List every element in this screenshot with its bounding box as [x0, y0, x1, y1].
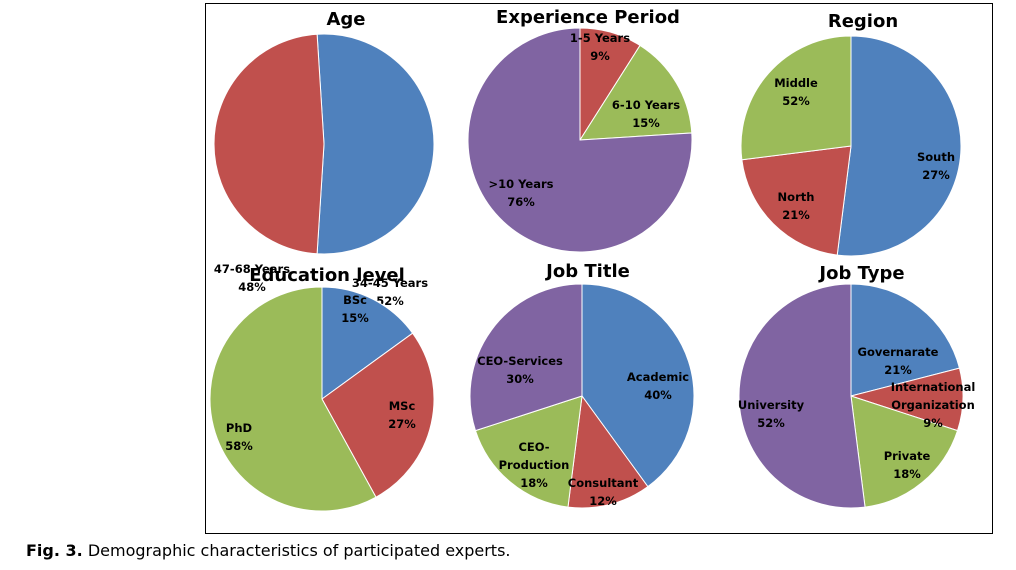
slice-label: Governarate 21%: [858, 345, 939, 377]
pie-slice-middle: [836, 35, 962, 257]
pie-chart-4: Education level BSc 15% MSc 27% PhD 58%: [209, 265, 435, 512]
pie-chart-1: Age 34-45 Years 52% 47-68 Years 48%: [213, 9, 435, 308]
pie-slice-consultant: [567, 394, 649, 509]
pie-title: Age: [326, 9, 365, 30]
pie-title: Experience Period: [496, 7, 680, 28]
slice-label: BSc 15%: [341, 293, 369, 325]
slice-label: CEO-Production 18%: [499, 440, 570, 490]
slice-label: University 52%: [738, 398, 805, 430]
pie-slice-governarate: [850, 283, 961, 397]
slice-label: CEO-Services 30%: [477, 354, 563, 386]
pie-slice-north: [741, 145, 852, 256]
slice-label: International Organization 9%: [891, 380, 976, 430]
pie-slice-10-years: [467, 27, 693, 253]
pie-slice-34-45-years: [316, 33, 435, 255]
pie-slice-6-10-years: [579, 44, 693, 141]
pie-charts: Age 34-45 Years 52% 47-68 Years 48% Experienc…: [209, 7, 976, 512]
pie-slice-ceo: [474, 395, 583, 508]
slice-label: 6-10 Years 15%: [612, 98, 680, 130]
pie-title: Job Title: [544, 261, 630, 282]
slice-label: Middle 52%: [774, 76, 818, 108]
slice-label: Academic 40%: [627, 370, 689, 402]
pie-chart-5: Job Title Academic 40% Consultant 12%CEO-Pro…: [469, 261, 695, 509]
pie-slice-ceo-services: [469, 283, 583, 432]
pie-slice-academic: [581, 283, 695, 488]
slice-label: South 27%: [917, 150, 955, 182]
figure-frame: Age 34-45 Years 52% 47-68 Years 48% Experienc…: [205, 3, 993, 534]
slice-label: >10 Years 76%: [489, 177, 554, 209]
pie-chart-2: Experience Period 1-5 Years 9% 6-10 Years 15…: [467, 7, 693, 253]
pie-title: Region: [828, 11, 898, 32]
slice-label: MSc 27%: [388, 399, 416, 431]
pie-slice-university: [738, 283, 866, 509]
pie-slice-south: [740, 35, 852, 161]
slice-label: 1-5 Years 9%: [570, 31, 630, 63]
slice-label: PhD 58%: [225, 421, 253, 453]
caption-label: Fig. 3.: [26, 541, 83, 560]
pie-slice-bsc: [321, 286, 414, 400]
slice-label: 34-45 Years 52%: [352, 276, 428, 308]
caption-text: Demographic characteristics of participa…: [87, 541, 511, 560]
pie-slice-private: [850, 395, 959, 508]
pie-chart-6: Job Type Governarate 21%International Organ…: [738, 263, 976, 509]
pie-slice-47-68-years: [213, 33, 325, 255]
slice-label: Private 18%: [884, 449, 931, 481]
slice-label: Consultant 12%: [568, 476, 639, 508]
pie-slice-phd: [209, 286, 377, 512]
slice-label: 47-68 Years 48%: [214, 262, 290, 294]
figure-caption: Fig. 3. Demographic characteristics of p…: [26, 541, 511, 560]
pie-title: Job Type: [817, 263, 904, 284]
pie-chart-3: Region Middle 52% North 21% South 27%: [740, 11, 962, 257]
slice-label: North 21%: [778, 190, 815, 222]
pie-slice-msc: [321, 332, 435, 498]
pie-title: Education level: [249, 265, 405, 286]
